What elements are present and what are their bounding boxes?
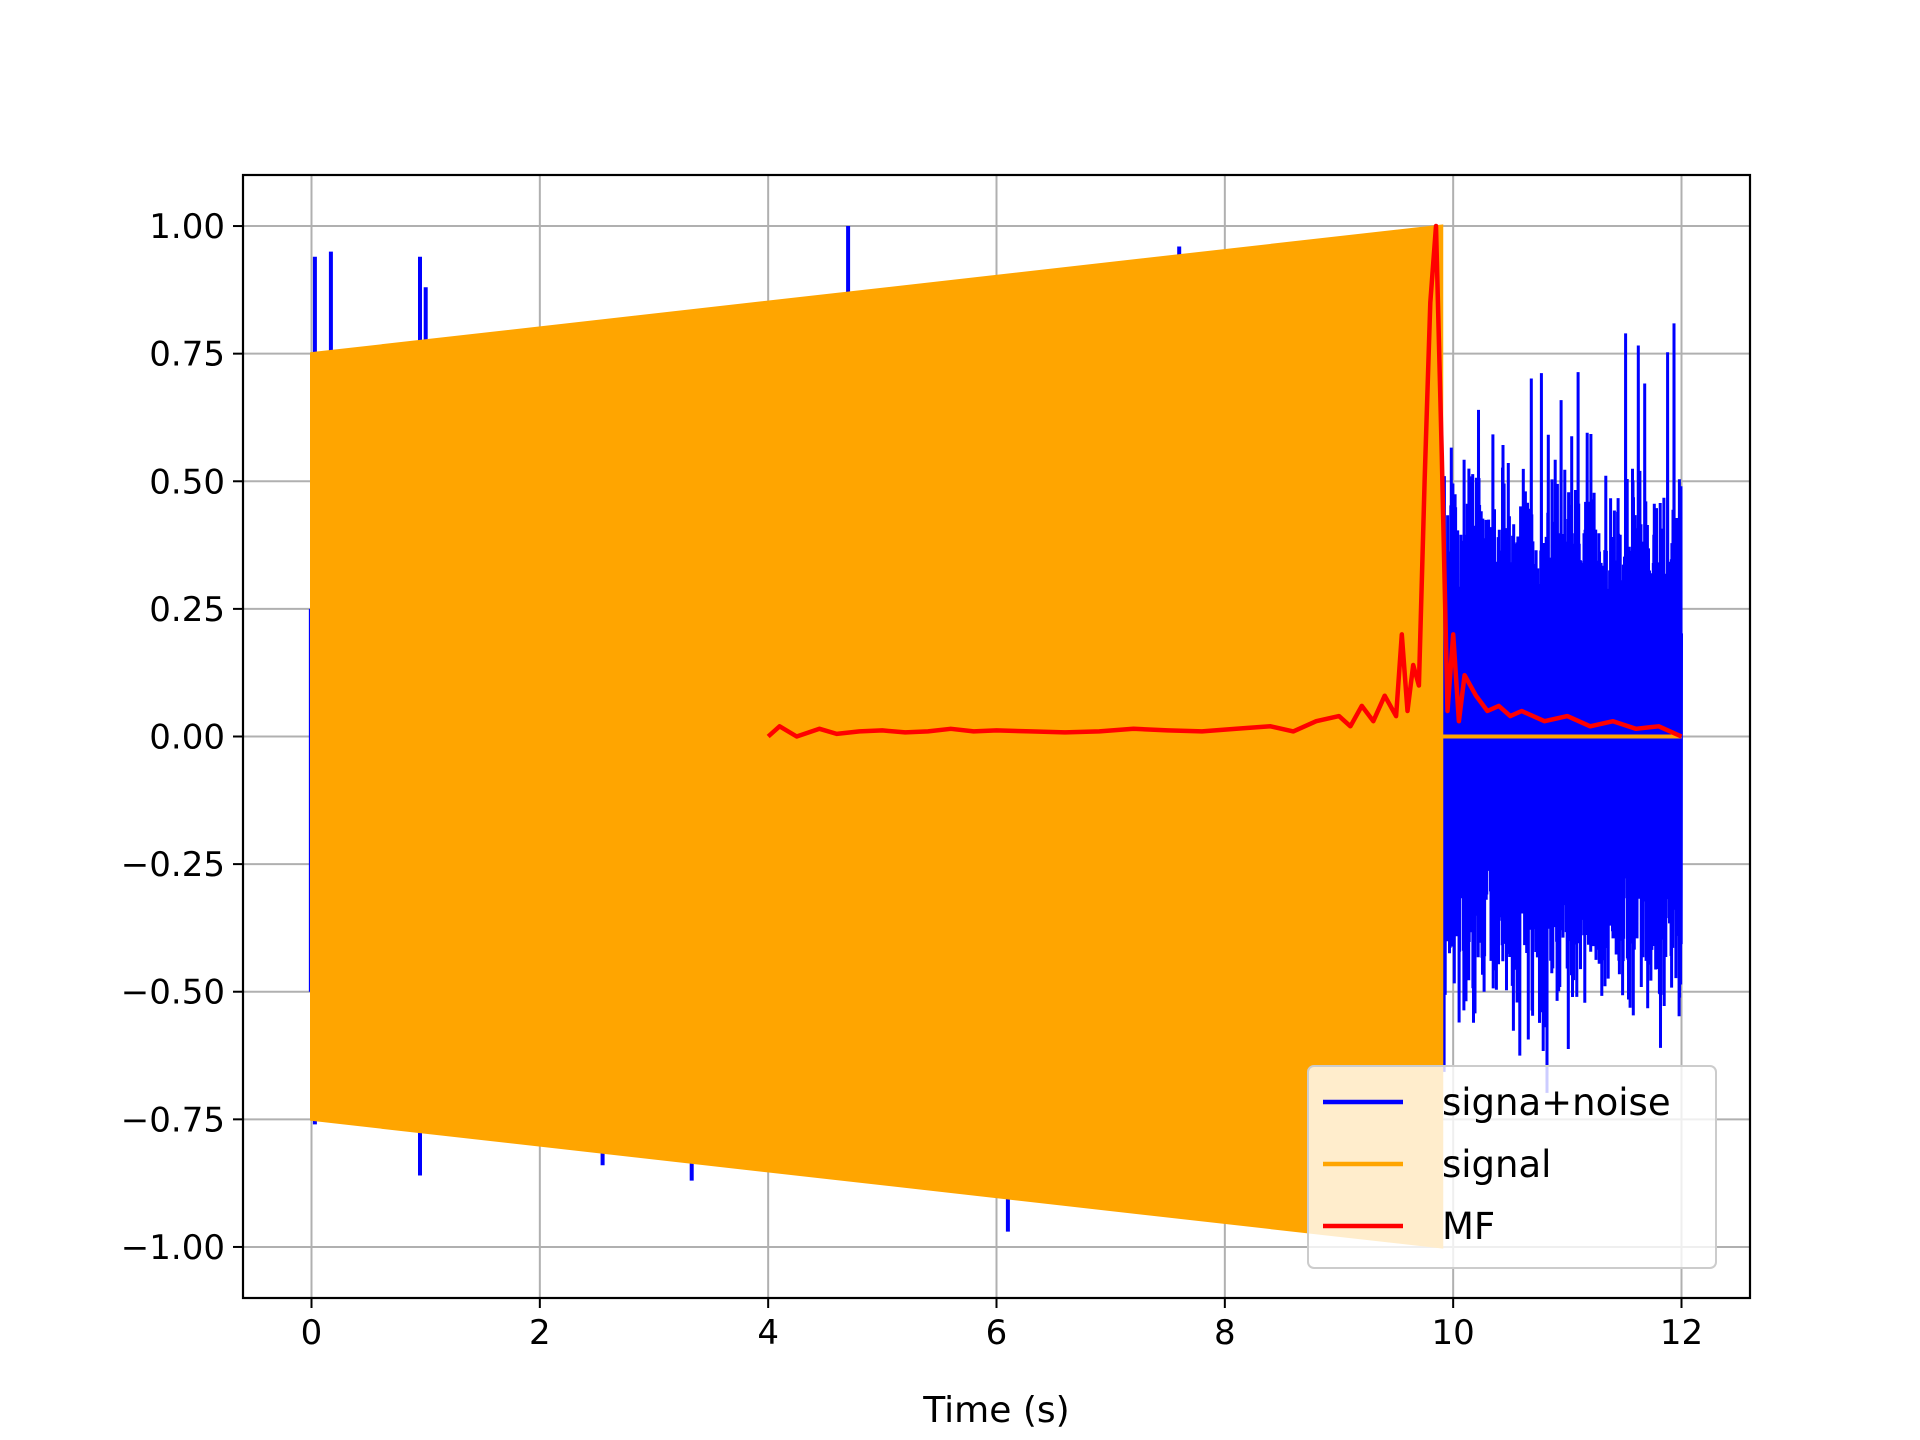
y-tick-label: 0.50: [149, 462, 225, 502]
x-tick-label: 4: [757, 1313, 779, 1353]
x-tick-label: 6: [986, 1313, 1008, 1353]
x-tick-label: 2: [529, 1313, 551, 1353]
y-tick-label: 0.75: [149, 335, 225, 375]
legend-box: [1307, 1065, 1717, 1269]
y-tick-label: −1.00: [121, 1228, 225, 1268]
x-tick-label: 0: [301, 1313, 323, 1353]
legend-label: signal: [1442, 1143, 1551, 1186]
series-mf-line: [766, 223, 1683, 739]
y-tick-label: 0.00: [149, 718, 225, 758]
plot-area: 0 2 4 6 8 10 12 −1.00 −0.75 −0.50 −0.25 0.00 0.25 0.5…: [121, 173, 1752, 1353]
x-tick-label: 10: [1432, 1313, 1475, 1353]
y-tick-label: 1.00: [149, 207, 225, 247]
y-tick-label: −0.50: [121, 973, 225, 1013]
series-clip-group: [308, 223, 1683, 1249]
series-layer: [308, 223, 1683, 1249]
x-tick-label: 8: [1214, 1313, 1236, 1353]
series-signa-noise-tail: [1440, 323, 1683, 1093]
x-axis-label: Time (s): [922, 1390, 1069, 1431]
legend-label: MF: [1442, 1205, 1495, 1248]
legend-label: signa+noise: [1442, 1081, 1671, 1124]
series-signal-band: [310, 224, 1444, 1249]
y-tick-label: −0.75: [121, 1100, 225, 1140]
y-tick-label: 0.25: [149, 590, 225, 630]
legend: signa+noise signal MF: [1307, 1065, 1717, 1269]
y-tick-label: −0.25: [121, 845, 225, 885]
x-tick-label: 12: [1660, 1313, 1703, 1353]
ticks: 0 2 4 6 8 10 12 −1.00 −0.75 −0.50 −0.25 0.00 0.25 0.5…: [121, 207, 1703, 1353]
